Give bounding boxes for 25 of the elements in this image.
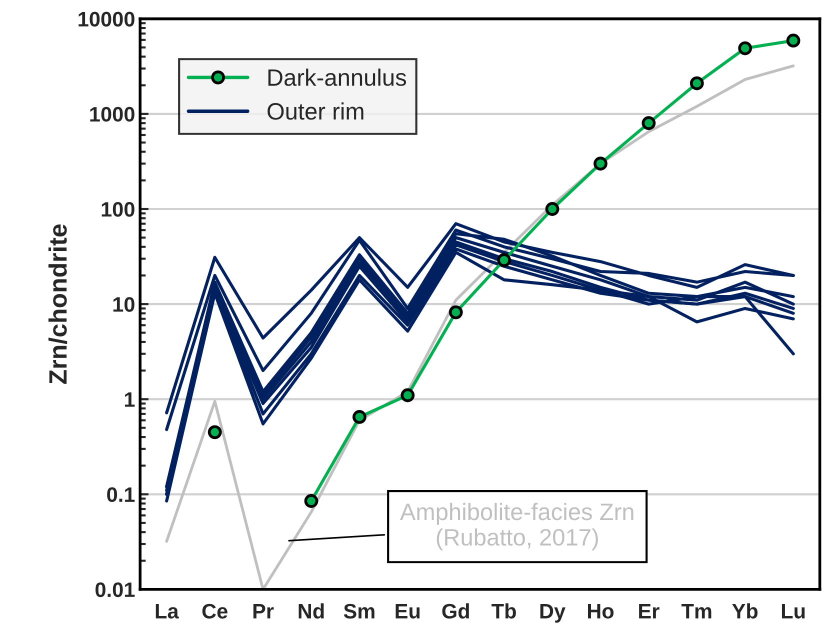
x-tick-label: Er [639,604,660,618]
y-tick-label: 1 [124,392,135,407]
x-tick-label: Ce [202,604,228,619]
x-tick-label: Dy [540,604,566,623]
x-tick-label: Ho [588,604,614,619]
y-axis-title: Zrn/chondrite [48,224,68,384]
legend-label: Dark-annulus [268,68,406,86]
x-tick-label: Tm [682,604,712,618]
y-tick-label: 100 [102,202,134,217]
x-tick-label: Lu [782,604,805,619]
x-tick-label: Eu [396,604,420,619]
x-tick-label: Sm [344,604,374,619]
y-tick-label: 10000 [78,12,134,27]
annotation: Amphibolite-facies Zrn (Rubatto, 2017) [400,502,634,550]
x-tick-label: Pr [253,604,274,618]
x-tick-label: Nd [298,603,324,619]
y-tick-label: 0.1 [107,487,135,502]
y-tick-label: 10 [113,297,134,312]
x-tick-label: La [156,604,179,619]
x-tick-label: Yb [732,603,758,619]
legend-label: Outer rim [268,102,364,120]
y-tick-label: 0.01 [96,582,135,598]
y-tick-label: 1000 [90,106,134,122]
x-tick-label: Gd [442,603,469,619]
x-tick-label: Tb [492,603,516,619]
